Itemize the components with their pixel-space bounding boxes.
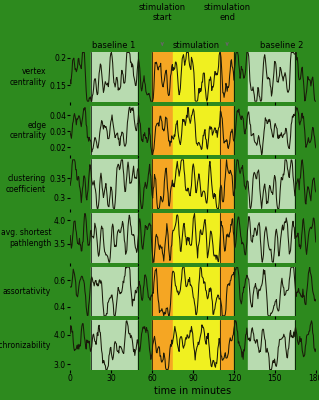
Bar [248, 213, 295, 263]
Bar [295, 159, 316, 209]
Y-axis label: edge
centrality: edge centrality [9, 121, 46, 140]
Bar [220, 213, 234, 263]
Bar [173, 106, 220, 155]
Bar [152, 213, 173, 263]
Bar [138, 267, 152, 316]
Y-axis label: avg. shortest
pathlength: avg. shortest pathlength [1, 228, 51, 248]
Bar [173, 159, 220, 209]
Bar [220, 267, 234, 316]
Bar [152, 106, 173, 155]
Bar [295, 52, 316, 102]
Bar [248, 320, 295, 370]
Bar [70, 320, 91, 370]
Bar [234, 159, 248, 209]
Bar [138, 213, 152, 263]
Bar [138, 159, 152, 209]
Bar [295, 213, 316, 263]
Bar [91, 267, 138, 316]
Bar [152, 267, 173, 316]
Bar [152, 320, 173, 370]
Bar [173, 52, 220, 102]
Bar [295, 267, 316, 316]
X-axis label: time in minutes: time in minutes [154, 386, 232, 396]
Y-axis label: clustering
coefficient: clustering coefficient [6, 174, 46, 194]
Bar [234, 52, 248, 102]
Text: stimulation
start: stimulation start [139, 3, 186, 22]
Bar [138, 52, 152, 102]
Bar [248, 159, 295, 209]
Bar [138, 106, 152, 155]
Text: baseline 2: baseline 2 [260, 41, 303, 50]
Y-axis label: synchronizability: synchronizability [0, 341, 51, 350]
Bar [173, 320, 220, 370]
Bar [295, 320, 316, 370]
Text: baseline 1: baseline 1 [92, 41, 136, 50]
Bar [70, 106, 91, 155]
Bar [248, 52, 295, 102]
Bar [173, 267, 220, 316]
Bar [70, 267, 91, 316]
Bar [220, 159, 234, 209]
Bar [220, 106, 234, 155]
Bar [234, 213, 248, 263]
Bar [234, 106, 248, 155]
Bar [91, 320, 138, 370]
Bar [138, 320, 152, 370]
Bar [152, 159, 173, 209]
Bar [91, 52, 138, 102]
Bar [91, 106, 138, 155]
Bar [234, 267, 248, 316]
Y-axis label: vertex
centrality: vertex centrality [10, 67, 46, 86]
Bar [248, 267, 295, 316]
Bar [70, 213, 91, 263]
Bar [173, 213, 220, 263]
Bar [220, 320, 234, 370]
Bar [70, 52, 91, 102]
Bar [295, 106, 316, 155]
Bar [234, 320, 248, 370]
Bar [91, 213, 138, 263]
Text: stimulation: stimulation [172, 41, 219, 50]
Bar [248, 106, 295, 155]
Bar [91, 159, 138, 209]
Text: stimulation
end: stimulation end [204, 3, 251, 22]
Bar [220, 52, 234, 102]
Y-axis label: assortativity: assortativity [3, 287, 51, 296]
Bar [70, 159, 91, 209]
Bar [152, 52, 173, 102]
